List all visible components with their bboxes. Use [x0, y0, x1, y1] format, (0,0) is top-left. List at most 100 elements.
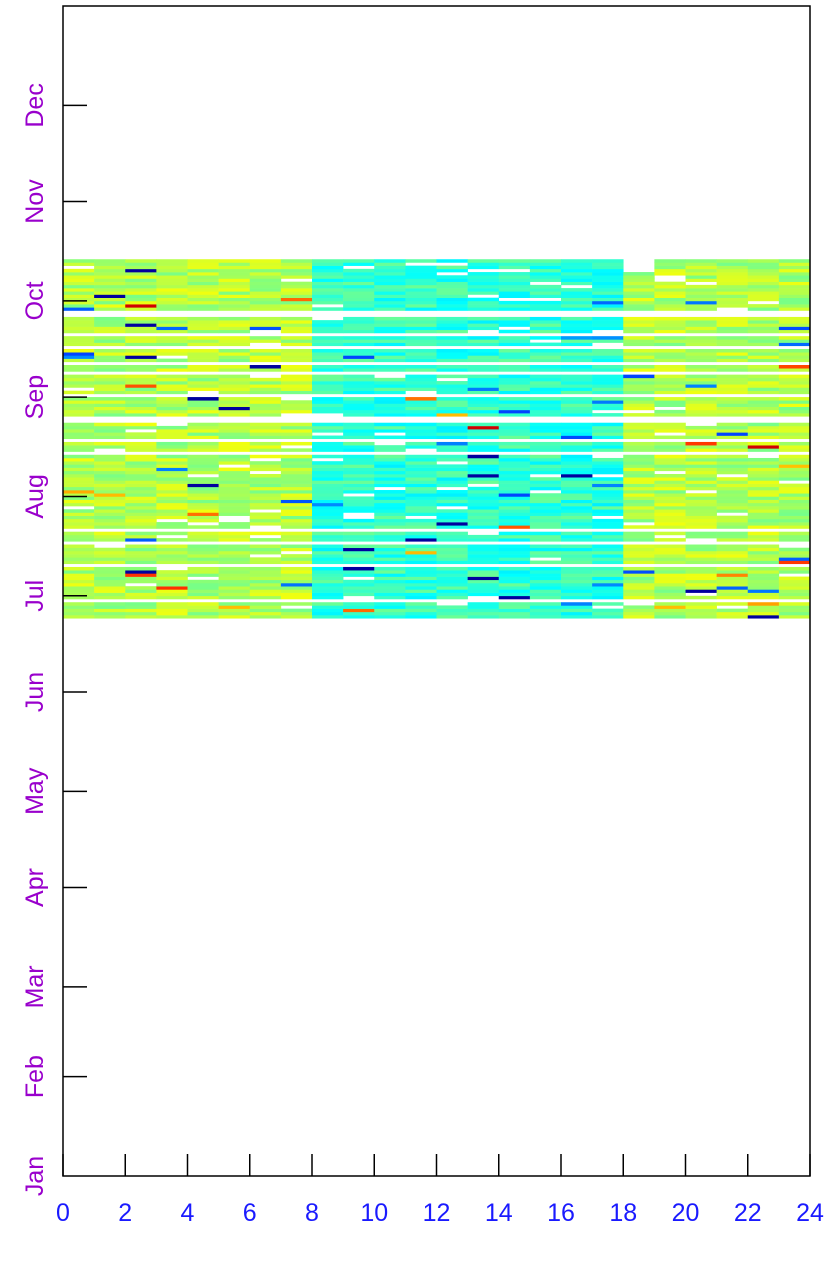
heatmap-cell: [187, 461, 219, 465]
heatmap-cell: [498, 605, 531, 609]
heatmap-cell: [187, 413, 219, 417]
heatmap-cell: [685, 467, 717, 472]
heatmap-cell: [63, 547, 95, 552]
heatmap-cell: [94, 268, 126, 273]
heatmap-cell: [778, 608, 811, 613]
heatmap-cell: [716, 265, 749, 270]
heatmap-cell: [312, 515, 344, 520]
heatmap-cell: [467, 304, 500, 308]
heatmap-cell: [654, 307, 686, 311]
heatmap-cell: [249, 275, 282, 279]
heatmap-cell: [778, 589, 811, 593]
heatmap-cell: [716, 518, 749, 523]
heatmap-cell: [343, 461, 375, 465]
heatmap-cell: [187, 496, 219, 500]
heatmap-cell: [685, 560, 717, 565]
heatmap-cell: [654, 377, 686, 382]
heatmap-cell: [592, 272, 624, 276]
heatmap-cell: [125, 323, 157, 327]
heatmap-cell: [467, 288, 500, 292]
heatmap-cell: [685, 512, 717, 516]
heatmap-cell: [747, 608, 780, 613]
heatmap-cell: [747, 284, 780, 289]
heatmap-cell: [249, 262, 282, 266]
heatmap-cell: [529, 259, 562, 263]
heatmap-cell: [405, 352, 437, 356]
heatmap-cell: [529, 611, 562, 616]
heatmap-cell: [467, 534, 500, 539]
heatmap-cell: [63, 480, 95, 484]
heatmap-cell: [436, 268, 468, 273]
heatmap-cell: [654, 457, 686, 462]
heatmap-cell: [498, 493, 531, 497]
heatmap-cell: [249, 316, 282, 321]
heatmap-cell: [312, 499, 344, 504]
heatmap-cell: [405, 570, 437, 574]
heatmap-cell: [249, 566, 282, 571]
heatmap-cell: [623, 493, 655, 497]
heatmap-cell: [94, 506, 126, 510]
heatmap-cell: [498, 329, 531, 334]
heatmap-cell: [94, 602, 126, 606]
heatmap-cell: [343, 615, 375, 619]
heatmap-cell: [249, 480, 282, 484]
heatmap-cell: [218, 454, 251, 459]
heatmap-cell: [716, 355, 749, 359]
heatmap-cell: [467, 422, 500, 427]
heatmap-cell: [654, 518, 686, 523]
heatmap-cell: [405, 265, 437, 270]
heatmap-cell: [94, 605, 126, 609]
heatmap-cell: [654, 454, 686, 459]
heatmap-cell: [592, 579, 624, 584]
heatmap-cell: [747, 272, 780, 276]
heatmap-cell: [343, 300, 375, 305]
heatmap-cell: [498, 566, 531, 571]
heatmap-cell: [747, 509, 780, 513]
heatmap-cell: [187, 445, 219, 449]
heatmap-cell: [249, 576, 282, 581]
heatmap-cell: [312, 608, 344, 613]
heatmap-cell: [63, 493, 95, 497]
heatmap-cell: [280, 342, 313, 347]
heatmap-cell: [685, 368, 717, 372]
heatmap-cell: [125, 615, 157, 619]
heatmap-cell: [778, 262, 811, 266]
heatmap-cell: [280, 544, 313, 549]
heatmap-cell: [623, 480, 655, 484]
heatmap-cell: [623, 595, 655, 600]
heatmap-cell: [747, 403, 780, 407]
heatmap-cell: [747, 518, 780, 523]
heatmap-cell: [374, 518, 406, 523]
heatmap-cell: [156, 582, 188, 587]
heatmap-cell: [778, 547, 811, 552]
heatmap-cell: [405, 579, 437, 584]
heatmap-cell: [249, 368, 282, 372]
heatmap-cell: [529, 403, 562, 407]
heatmap-cell: [654, 589, 686, 593]
heatmap-cell: [747, 470, 780, 475]
heatmap-cell: [467, 502, 500, 507]
heatmap-cell: [187, 336, 219, 340]
heatmap-cell: [747, 278, 780, 282]
heatmap-cell: [156, 304, 188, 308]
heatmap-cell: [187, 429, 219, 433]
heatmap-cell: [63, 326, 95, 331]
heatmap-cell: [685, 262, 717, 266]
heatmap-cell: [592, 432, 624, 436]
heatmap-cell: [561, 397, 593, 401]
heatmap-cell: [125, 272, 157, 276]
heatmap-cell: [218, 483, 251, 488]
heatmap-cell: [249, 307, 282, 311]
heatmap-cell: [280, 272, 313, 276]
heatmap-cell: [280, 365, 313, 369]
heatmap-cell: [467, 413, 500, 417]
heatmap-cell: [561, 509, 593, 513]
heatmap-cell: [716, 342, 749, 347]
heatmap-cell: [592, 615, 624, 619]
heatmap-cell: [592, 595, 624, 600]
heatmap-cell: [592, 554, 624, 558]
heatmap-cell: [747, 413, 780, 417]
heatmap-cell: [125, 496, 157, 500]
heatmap-cell: [156, 387, 188, 391]
heatmap-cell: [405, 374, 437, 379]
